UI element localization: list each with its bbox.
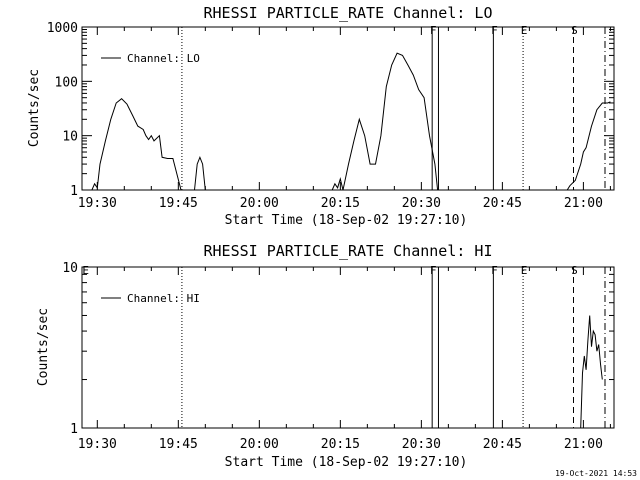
- lo-event-marker-label: S: [571, 24, 578, 37]
- hi-event-marker-label: F: [491, 264, 498, 277]
- hi-x-tick-label: 20:15: [321, 437, 360, 452]
- lo-chart-title: RHESSI PARTICLE_RATE Channel: LO: [204, 4, 493, 22]
- lo-legend-label: Channel: LO: [127, 52, 200, 65]
- lo-series-line: [91, 98, 182, 191]
- lo-x-tick-label: 20:00: [240, 196, 279, 211]
- lo-y-tick-label: 1: [70, 184, 78, 199]
- lo-y-axis-label: Counts/sec: [27, 69, 42, 147]
- lo-x-tick-label: 20:15: [321, 196, 360, 211]
- lo-series-line: [194, 155, 206, 191]
- lo-y-tick-label: 10: [62, 130, 78, 145]
- hi-x-tick-label: 21:00: [564, 437, 603, 452]
- lo-x-axis-label: Start Time (18-Sep-02 19:27:10): [225, 213, 468, 228]
- hi-channel-panel: RHESSI PARTICLE_RATE Channel: HI Counts/…: [36, 242, 615, 470]
- hi-legend: Channel: HI: [101, 292, 200, 305]
- hi-x-tick-label: 20:30: [402, 437, 441, 452]
- hi-event-marker-label: F: [430, 264, 437, 277]
- hi-event-marker-label: E: [82, 264, 89, 277]
- hi-x-axis-label: Start Time (18-Sep-02 19:27:10): [225, 455, 468, 470]
- lo-legend: Channel: LO: [101, 52, 200, 65]
- lo-series-line: [566, 101, 611, 191]
- hi-event-marker-label: E: [521, 264, 528, 277]
- lo-event-marker-label: F: [430, 24, 437, 37]
- lo-event-marker-label: E: [521, 24, 528, 37]
- lo-plot-frame: [81, 26, 615, 191]
- lo-event-marker-label: F: [491, 24, 498, 37]
- generation-timestamp: 19-Oct-2021 14:53: [555, 469, 637, 478]
- hi-y-tick-label: 1: [70, 422, 78, 437]
- hi-x-tick-label: 19:30: [78, 437, 117, 452]
- hi-chart-title: RHESSI PARTICLE_RATE Channel: HI: [204, 242, 493, 260]
- lo-y-tick-label: 1000: [47, 21, 78, 36]
- hi-y-axis-label: Counts/sec: [36, 308, 51, 386]
- lo-channel-panel: RHESSI PARTICLE_RATE Channel: LO Counts/…: [27, 4, 615, 228]
- lo-x-tick-label: 19:45: [159, 196, 198, 211]
- lo-series-line: [331, 52, 439, 191]
- hi-event-marker-label: S: [571, 264, 578, 277]
- lo-x-tick-label: 20:30: [402, 196, 441, 211]
- hi-plot-frame: [81, 266, 615, 429]
- lo-y-tick-label: 100: [55, 75, 78, 90]
- lo-x-tick-label: 21:00: [564, 196, 603, 211]
- hi-x-tick-label: 19:45: [159, 437, 198, 452]
- lo-x-tick-label: 19:30: [78, 196, 117, 211]
- hi-x-tick-label: 20:45: [483, 437, 522, 452]
- hi-y-tick-label: 10: [62, 261, 78, 276]
- hi-series-line: [580, 315, 603, 429]
- hi-x-tick-label: 20:00: [240, 437, 279, 452]
- lo-x-tick-label: 20:45: [483, 196, 522, 211]
- hi-legend-label: Channel: HI: [127, 292, 200, 305]
